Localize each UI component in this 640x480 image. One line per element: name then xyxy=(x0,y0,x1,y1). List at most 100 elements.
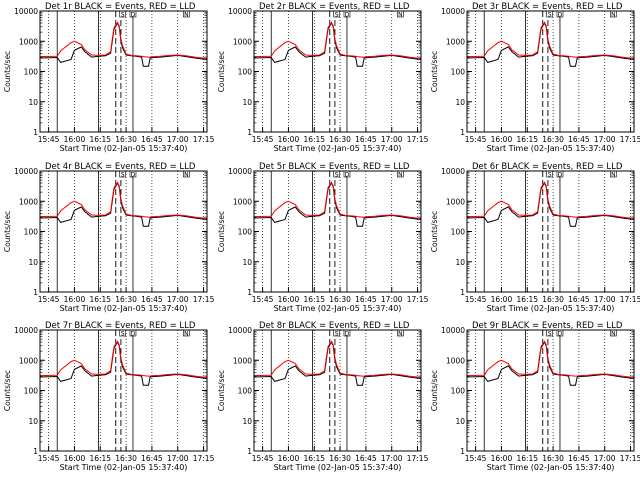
y-tick-label: 1 xyxy=(33,447,38,456)
y-tick-label: 10 xyxy=(455,417,465,426)
top-marker-letter: S xyxy=(335,331,339,338)
panel-title: Det 9r BLACK = Events, RED = LLD xyxy=(472,321,623,331)
y-tick-label: 1 xyxy=(247,128,252,137)
x-tick-label: 16:45 xyxy=(568,135,590,144)
y-tick-label: 100 xyxy=(238,387,253,396)
x-tick-label: 16:15 xyxy=(303,135,325,144)
x-tick-label: 15:45 xyxy=(252,135,274,144)
top-marker-letter: N xyxy=(184,331,189,338)
y-axis-label: Counts/sec xyxy=(3,370,12,411)
x-tick-label: 17:15 xyxy=(620,295,640,304)
x-tick-label: 15:45 xyxy=(465,454,487,463)
plot-frame xyxy=(39,10,208,133)
x-tick-label: 16:15 xyxy=(303,295,325,304)
x-tick-label: 17:15 xyxy=(407,454,429,463)
x-tick-label: 16:00 xyxy=(278,295,300,304)
events-series-line xyxy=(253,340,422,386)
y-tick-label: 1 xyxy=(33,288,38,297)
lld-series-line xyxy=(466,340,635,378)
x-tick-label: 15:45 xyxy=(38,454,60,463)
y-tick-label: 1000 xyxy=(19,356,38,365)
x-tick-label: 17:00 xyxy=(594,454,616,463)
y-axis-label: Counts/sec xyxy=(430,211,439,252)
top-marker-letter: S xyxy=(548,331,552,338)
x-axis-label: Start Time (02-Jan-05 15:37:40) xyxy=(274,304,402,313)
panel-title: Det 1r BLACK = Events, RED = LLD xyxy=(45,2,196,12)
x-tick-label: 15:45 xyxy=(38,135,60,144)
top-marker-letter: S xyxy=(548,12,552,19)
y-tick-label: 1 xyxy=(247,447,252,456)
lld-series-line xyxy=(39,181,208,219)
x-tick-label: 17:00 xyxy=(381,135,403,144)
top-marker-letter: D xyxy=(558,12,563,19)
x-tick-label: 16:15 xyxy=(89,454,111,463)
y-tick-label: 1 xyxy=(33,128,38,137)
x-tick-label: 17:15 xyxy=(620,454,640,463)
events-series-line xyxy=(466,181,635,227)
plot-frame xyxy=(253,329,422,452)
x-tick-label: 16:45 xyxy=(568,295,590,304)
panel-title: Det 8r BLACK = Events, RED = LLD xyxy=(259,321,410,331)
y-tick-label: 10 xyxy=(242,417,252,426)
top-marker-letter: N xyxy=(611,12,616,19)
y-tick-label: 1 xyxy=(460,447,465,456)
y-tick-label: 10000 xyxy=(14,326,38,335)
x-tick-label: 16:30 xyxy=(329,295,351,304)
x-tick-label: 16:30 xyxy=(115,454,137,463)
y-tick-label: 1000 xyxy=(233,197,252,206)
top-marker-letter: D xyxy=(558,331,563,338)
events-series-line xyxy=(39,181,208,227)
plot-frame xyxy=(39,170,208,293)
y-tick-label: 1000 xyxy=(19,37,38,46)
top-marker-letter: S xyxy=(335,172,339,179)
x-tick-label: 16:00 xyxy=(278,454,300,463)
y-tick-label: 1 xyxy=(247,288,252,297)
y-tick-label: 100 xyxy=(238,228,253,237)
panel-title: Det 4r BLACK = Events, RED = LLD xyxy=(45,162,196,172)
y-tick-label: 1000 xyxy=(446,356,465,365)
y-tick-label: 100 xyxy=(24,68,39,77)
x-tick-label: 16:00 xyxy=(491,135,513,144)
top-marker-letter: D xyxy=(131,12,136,19)
top-marker-letter: N xyxy=(398,12,403,19)
y-tick-label: 1 xyxy=(460,128,465,137)
y-tick-label: 10 xyxy=(28,258,38,267)
x-tick-label: 16:00 xyxy=(64,454,86,463)
top-marker-letter: S xyxy=(335,12,339,19)
x-tick-label: 15:45 xyxy=(252,454,274,463)
top-marker-letter: D xyxy=(558,172,563,179)
y-tick-label: 10000 xyxy=(441,167,465,176)
panel-title: Det 5r BLACK = Events, RED = LLD xyxy=(259,162,410,172)
events-series-line xyxy=(466,21,635,67)
plot-frame xyxy=(253,10,422,133)
x-tick-label: 16:30 xyxy=(329,135,351,144)
plot-frame xyxy=(466,329,635,452)
top-marker-letter: D xyxy=(131,172,136,179)
top-marker-letter: S xyxy=(121,172,125,179)
x-tick-label: 17:00 xyxy=(381,295,403,304)
x-tick-label: 16:45 xyxy=(141,295,163,304)
lld-series-line xyxy=(253,181,422,219)
y-tick-label: 10 xyxy=(455,258,465,267)
x-tick-label: 16:30 xyxy=(542,454,564,463)
top-marker-letter: S xyxy=(121,331,125,338)
y-tick-label: 100 xyxy=(451,68,466,77)
top-marker-letter: D xyxy=(345,172,350,179)
top-marker-letter: D xyxy=(131,331,136,338)
y-axis-label: Counts/sec xyxy=(430,51,439,92)
lld-series-line xyxy=(253,21,422,59)
top-marker-letter: N xyxy=(184,172,189,179)
x-tick-label: 15:45 xyxy=(465,295,487,304)
y-tick-label: 10000 xyxy=(14,7,38,16)
x-tick-label: 15:45 xyxy=(465,135,487,144)
lld-series-line xyxy=(466,181,635,219)
x-tick-label: 17:15 xyxy=(193,135,215,144)
y-tick-label: 10000 xyxy=(228,167,252,176)
events-series-line xyxy=(39,340,208,386)
top-marker-letter: D xyxy=(345,12,350,19)
